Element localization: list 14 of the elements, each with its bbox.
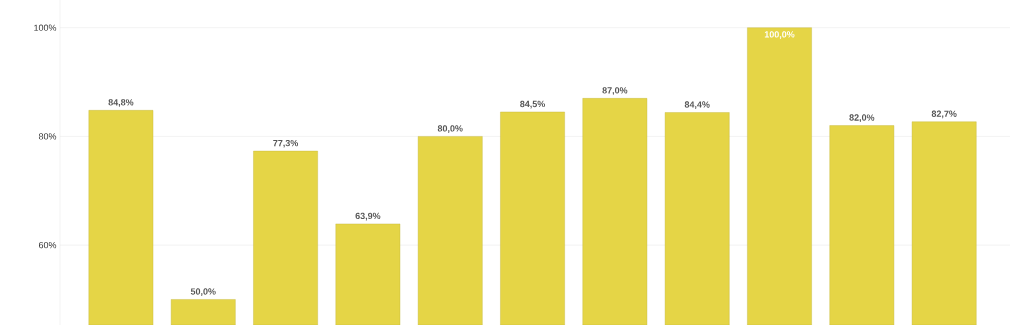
data-label: 63,9% [355,212,381,221]
data-label: 84,5% [520,100,546,109]
data-label: 84,4% [684,101,710,109]
data-label: 50,0% [190,288,216,296]
y-tick-label: 80% [38,133,57,140]
data-label: 100,0% [764,31,795,39]
data-label: 82,7% [931,110,957,119]
data-label: 77,3% [273,139,299,148]
y-tick-label: 60% [38,241,57,249]
data-label: 84,8% [108,99,134,107]
data-label: 87,0% [602,87,628,95]
data-label: 82,0% [849,114,875,123]
data-label: 80,0% [437,125,463,133]
y-tick-label: 100% [34,24,57,31]
